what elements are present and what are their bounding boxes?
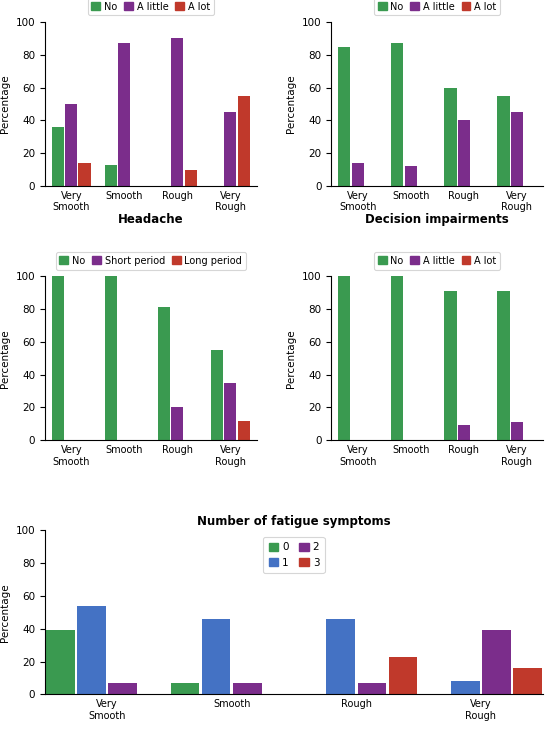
Bar [233, 683, 262, 694]
Legend: 0, 1, 2, 3: 0, 1, 2, 3 [263, 537, 325, 573]
Bar [338, 47, 351, 186]
Bar [108, 683, 137, 694]
Legend: No, A little, A lot: No, A little, A lot [87, 0, 214, 15]
Bar [514, 668, 542, 694]
Bar [118, 43, 130, 186]
Bar [224, 112, 236, 186]
Bar [326, 619, 355, 694]
Y-axis label: Percentage: Percentage [0, 329, 10, 387]
Bar [52, 127, 64, 186]
Bar [171, 407, 184, 440]
Bar [105, 276, 117, 440]
Bar [77, 606, 106, 694]
Bar [338, 276, 351, 440]
Legend: No, A little, A lot: No, A little, A lot [374, 0, 501, 15]
Bar [497, 96, 510, 186]
Bar [65, 104, 77, 186]
Bar [444, 88, 456, 186]
Bar [171, 683, 199, 694]
Bar [202, 619, 231, 694]
Bar [171, 38, 184, 186]
Bar [352, 163, 364, 186]
Y-axis label: Percentage: Percentage [286, 329, 296, 387]
Y-axis label: Percentage: Percentage [0, 75, 10, 133]
Bar [224, 383, 236, 440]
Bar [105, 164, 117, 186]
Bar [458, 425, 470, 440]
Bar [444, 291, 456, 440]
Bar [451, 681, 480, 694]
Bar [237, 96, 250, 186]
Bar [184, 170, 197, 186]
Bar [482, 630, 511, 694]
Legend: No, A little, A lot: No, A little, A lot [374, 252, 501, 270]
Bar [237, 420, 250, 440]
Bar [404, 166, 417, 186]
Y-axis label: Percentage: Percentage [286, 75, 296, 133]
Bar [511, 112, 523, 186]
Bar [46, 630, 74, 694]
Bar [158, 307, 170, 440]
Bar [211, 350, 223, 440]
Legend: No, Short period, Long period: No, Short period, Long period [55, 252, 246, 270]
Y-axis label: Percentage: Percentage [0, 583, 10, 642]
Bar [458, 121, 470, 186]
Bar [357, 683, 386, 694]
Bar [389, 656, 417, 694]
Title: Number of fatigue symptoms: Number of fatigue symptoms [197, 515, 391, 528]
Bar [391, 276, 404, 440]
Bar [511, 423, 523, 440]
Title: Headache: Headache [118, 213, 184, 227]
Bar [391, 43, 404, 186]
Bar [78, 163, 91, 186]
Bar [52, 276, 64, 440]
Title: Decision impairments: Decision impairments [365, 213, 509, 227]
Bar [497, 291, 510, 440]
